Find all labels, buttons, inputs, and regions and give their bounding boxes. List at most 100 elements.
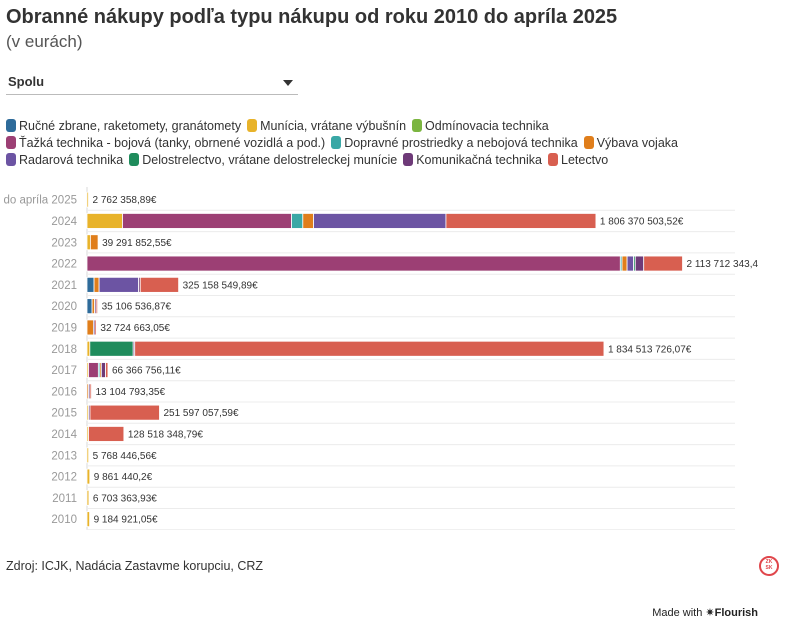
bar-segment (643, 255, 683, 272)
bar-segment (86, 298, 93, 315)
category-label: 2012 (51, 472, 77, 484)
bar-segment (94, 319, 97, 336)
category-label: 2022 (51, 259, 77, 271)
bar-segment (98, 276, 139, 293)
category-label: 2011 (52, 493, 77, 505)
bar-segment (86, 191, 89, 208)
legend-swatch (548, 153, 558, 166)
total-value-label: 5 768 446,56€ (93, 451, 157, 462)
legend-rucne-zbrane[interactable]: Ručné zbrane, raketomety, granátomety (6, 119, 241, 133)
total-value-label: 39 291 852,55€ (102, 238, 172, 249)
legend-label: Radarová technika (19, 152, 124, 167)
bar-segment (86, 489, 90, 506)
legend-swatch (6, 153, 16, 166)
bar-segment (95, 298, 99, 315)
total-value-label: 128 518 348,79€ (128, 429, 204, 440)
legend-row: Ručné zbrane, raketomety, granátomety Mu… (6, 117, 706, 134)
total-value-label: 251 597 057,59€ (163, 408, 239, 419)
legend-label: Ťažká technika - bojová (tanky, obrnené … (19, 135, 326, 150)
bar-segment (88, 362, 99, 378)
bar-segment (302, 213, 314, 229)
bar-segment (86, 276, 95, 293)
legend-letectvo[interactable]: Letectvo (548, 153, 608, 167)
legend-delostrelectvo[interactable]: Delostrelectvo, vrátane delostreleckej m… (129, 153, 397, 167)
source-note: Zdroj: ICJK, Nadácia Zastavme korupciu, … (6, 559, 264, 573)
bar-segment (313, 213, 447, 229)
legend-dopravne[interactable]: Dopravné prostriedky a nebojová technika (331, 135, 578, 150)
category-label: 2015 (51, 408, 77, 420)
total-value-label: 35 106 536,87€ (102, 302, 172, 313)
legend-swatch (129, 153, 140, 166)
bar-segment (291, 213, 304, 229)
legend-vybava[interactable]: Výbava vojaka (583, 135, 678, 150)
legend-swatch (412, 119, 423, 132)
bar-segment (86, 255, 621, 272)
legend-label: Ručné zbrane, raketomety, granátomety (19, 118, 242, 133)
chart-subtitle: (v eurách) (6, 32, 83, 51)
legend-label: Komunikačná technika (416, 152, 542, 167)
legend-odminovacia[interactable]: Odmínovacia technika (412, 119, 549, 133)
bar-segment (86, 213, 123, 229)
legend-label: Munícia, vrátane výbušnín (260, 118, 407, 133)
bar-segment (100, 362, 106, 378)
stacked-bar-chart: do apríla 2025 2 762 358,89€ 2024 1 806 370… (3, 187, 759, 530)
category-label: 2024 (51, 216, 77, 228)
category-label: 2020 (51, 301, 77, 313)
total-value-label: 32 724 663,05€ (100, 323, 170, 334)
legend-swatch (403, 153, 414, 166)
legend-komunikacna[interactable]: Komunikačná technika (403, 153, 542, 167)
bar-segment (621, 255, 628, 272)
legend-swatch (583, 136, 594, 149)
badge-text-bottom: SK (765, 565, 773, 571)
bar-segment (86, 468, 91, 485)
legend-tazka-technika[interactable]: Ťažká technika - bojová (tanky, obrnené … (6, 136, 325, 150)
legend-swatch (6, 119, 16, 132)
category-label: 2017 (51, 365, 77, 377)
bar-segment (93, 276, 100, 293)
legend-label: Delostrelectvo, vrátane delostreleckej m… (142, 152, 398, 167)
bar-segment (89, 340, 134, 357)
bar-segment (445, 213, 597, 229)
legend-swatch (247, 119, 258, 132)
made-with-text: Made with (652, 607, 703, 619)
flourish-brand: ✷Flourish (705, 607, 758, 619)
legend-radarova[interactable]: Radarová technika (6, 153, 123, 167)
bar-segment (105, 362, 109, 378)
legend-label: Odmínovacia technika (425, 118, 549, 133)
total-value-label: 1 806 370 503,52€ (600, 216, 684, 227)
total-value-label: 9 184 921,05€ (94, 515, 158, 526)
category-label: 2014 (51, 429, 77, 441)
chevron-down-icon (283, 80, 293, 86)
legend: Ručné zbrane, raketomety, granátomety Mu… (6, 117, 706, 168)
legend-label: Dopravné prostriedky a nebojová technika (344, 135, 578, 150)
legend-label: Výbava vojaka (596, 135, 678, 150)
zk-logo-icon[interactable]: ZK SK (759, 556, 779, 576)
category-label: 2018 (51, 344, 77, 356)
bar-segment (626, 255, 634, 272)
badge-text-top: ZK (765, 559, 773, 565)
bar-segment (89, 234, 99, 251)
bar-segment (86, 234, 91, 251)
chart-title: Obranné nákupy podľa typu nákupu od roku… (6, 6, 618, 28)
category-label: 2019 (51, 322, 77, 334)
bar-segment (634, 255, 645, 272)
bar-segment (88, 426, 125, 442)
category-label: 2013 (51, 450, 77, 462)
legend-row: Ťažká technika - bojová (tanky, obrnené … (6, 134, 706, 151)
bar-segment (86, 447, 90, 464)
bar-segment (86, 319, 94, 336)
filter-dropdown[interactable]: Spolu (6, 70, 298, 95)
filter-selected-value: Spolu (8, 74, 45, 89)
total-value-label: 9 861 440,2€ (94, 472, 153, 483)
bar-segment (122, 213, 292, 229)
total-value-label: 2 113 712 343,4 (687, 259, 759, 270)
bar-segment (89, 383, 92, 400)
total-value-label: 325 158 549,89€ (183, 280, 259, 291)
category-label: 2010 (51, 514, 77, 526)
made-with-flourish[interactable]: Made with ✷Flourish (652, 606, 758, 619)
bar-segment (89, 404, 160, 421)
legend-row: Radarová technika Delostrelectvo, vrátan… (6, 151, 706, 168)
category-label: do apríla 2025 (3, 195, 77, 207)
legend-municia[interactable]: Munícia, vrátane výbušnín (247, 119, 406, 133)
bar-segment (134, 340, 605, 357)
